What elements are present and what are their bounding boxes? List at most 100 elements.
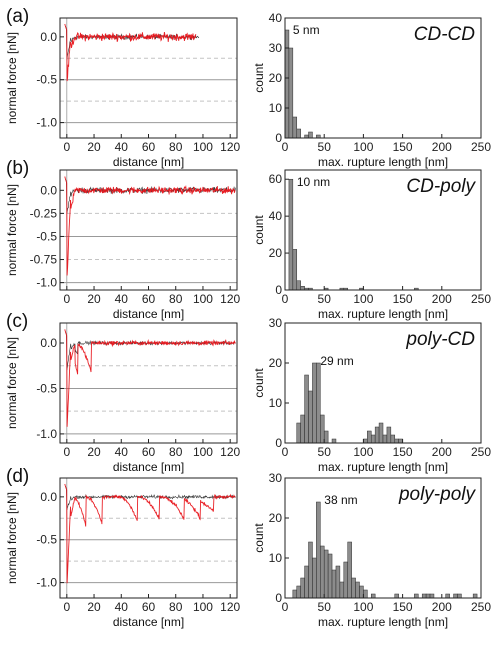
histogram-bar [382, 434, 388, 444]
histogram-panel-cd-cd: 0 50 100 150 200 250 max. rupture length [nm] 0… [252, 11, 491, 169]
approach-trace-black [65, 486, 236, 510]
y-axis-label: normal force [nN] [5, 32, 19, 124]
x-tick-label: 250 [471, 292, 491, 306]
x-tick-label: 80 [169, 292, 183, 306]
histogram-bar [331, 569, 337, 599]
histogram-bar [312, 362, 317, 444]
x-tick-label: 20 [87, 140, 101, 154]
histogram-bar [425, 593, 431, 599]
retract-trace-red [64, 176, 236, 276]
y-tick-label: 0 [275, 131, 282, 145]
x-tick-label: 50 [318, 600, 332, 614]
histogram-bar [304, 374, 309, 444]
histogram-bar [308, 390, 313, 444]
x-tick-label: 0 [282, 445, 289, 459]
force-panel-d: (d) 0 20 40 60 80 100 120 distance [nm] 0.0 -0.5 -1… [5, 466, 241, 629]
histogram-bar [323, 430, 329, 444]
peak-label: 38 nm [324, 493, 357, 507]
y-tick-label: 20 [269, 356, 283, 370]
histogram-bar [367, 430, 372, 444]
y-tick-label: 0 [275, 591, 282, 605]
approach-trace-black [65, 26, 200, 61]
x-tick-label: 0 [282, 292, 289, 306]
x-tick-label: 80 [169, 600, 183, 614]
retract-trace-red [64, 483, 236, 584]
peak-label: 10 nm [297, 175, 330, 189]
histogram-bar [363, 589, 368, 599]
x-tick-label: 60 [142, 292, 156, 306]
histogram-bar [343, 561, 348, 599]
y-tick-label: 0.0 [40, 30, 57, 44]
histogram-title: CD-poly [406, 176, 476, 197]
force-panel-a: (a) 0 20 40 60 80 100 120 distance [nm] 0.0 -0.5 -1… [5, 6, 241, 169]
y-tick-label: 10 [269, 396, 283, 410]
histogram-bar [288, 178, 294, 291]
x-tick-label: 120 [220, 292, 240, 306]
histogram-bar [347, 541, 352, 599]
x-tick-label: 0 [63, 140, 70, 154]
y-tick-label: -0.25 [30, 206, 58, 220]
x-tick-label: 40 [115, 445, 129, 459]
y-tick-label: -1.0 [36, 576, 57, 590]
histogram-bar [363, 438, 368, 444]
y-axis-label: count [252, 63, 266, 93]
histogram-bar [370, 593, 376, 599]
y-axis-label: count [252, 368, 266, 398]
y-tick-label: 0.0 [40, 183, 57, 197]
histogram-bar [316, 501, 321, 599]
x-tick-label: 100 [353, 292, 373, 306]
histogram-title: poly-poly [398, 484, 477, 505]
x-tick-label: 80 [169, 445, 183, 459]
peak-label: 5 nm [293, 23, 320, 37]
histogram-bar [398, 438, 403, 444]
histogram-bar [320, 545, 325, 599]
x-tick-label: 150 [393, 140, 413, 154]
histogram-bar [284, 29, 290, 139]
histogram-bar [390, 434, 396, 444]
histogram-bar [312, 557, 317, 599]
y-tick-label: 40 [269, 11, 283, 25]
histogram-panel-cd-poly: 0 50 100 150 200 250 max. rupture length [nm] 0… [252, 169, 491, 321]
x-tick-label: 200 [432, 445, 452, 459]
x-tick-label: 150 [393, 292, 413, 306]
x-tick-label: 40 [115, 292, 129, 306]
x-tick-label: 100 [353, 600, 373, 614]
histogram-bar [300, 414, 305, 444]
histogram-panel-poly-cd: 0 50 100 150 200 250 max. rupture length [nm] 0… [252, 316, 491, 474]
plot-frame [284, 477, 482, 599]
x-tick-label: 80 [169, 140, 183, 154]
retract-trace-red [64, 329, 236, 427]
approach-trace-black [65, 178, 236, 214]
y-axis-label: normal force [nN] [5, 492, 19, 584]
y-tick-label: -0.75 [30, 253, 58, 267]
x-tick-label: 20 [87, 445, 101, 459]
x-axis-label: distance [nm] [113, 615, 184, 629]
histogram-panel-poly-poly: 0 50 100 150 200 250 max. rupture length [nm] 0… [252, 471, 491, 629]
histogram-bar [386, 426, 392, 444]
y-tick-label: 20 [269, 511, 283, 525]
x-tick-label: 0 [63, 292, 70, 306]
histogram-bar [453, 593, 458, 599]
x-tick-label: 120 [220, 140, 240, 154]
x-axis-label: distance [nm] [113, 307, 184, 321]
x-axis-label: max. rupture length [nm] [318, 307, 448, 321]
y-tick-label: -0.5 [36, 381, 57, 395]
x-tick-label: 0 [63, 445, 70, 459]
x-axis-label: distance [nm] [113, 460, 184, 474]
plot-frame [284, 322, 482, 444]
x-tick-label: 100 [193, 140, 213, 154]
y-tick-label: -0.5 [36, 73, 57, 87]
peak-label: 29 nm [320, 354, 353, 368]
histogram-bar [457, 593, 462, 599]
panel-label: (b) [6, 158, 29, 179]
x-axis-label: max. rupture length [nm] [318, 155, 448, 169]
histogram-title: CD-CD [414, 24, 475, 45]
histogram-bar [335, 565, 341, 599]
y-tick-label: 0 [275, 283, 282, 297]
histogram-bar [316, 362, 321, 444]
x-tick-label: 50 [318, 292, 332, 306]
histogram-bar [414, 593, 419, 599]
y-axis-label: count [252, 215, 266, 245]
histogram-bar [331, 438, 337, 444]
